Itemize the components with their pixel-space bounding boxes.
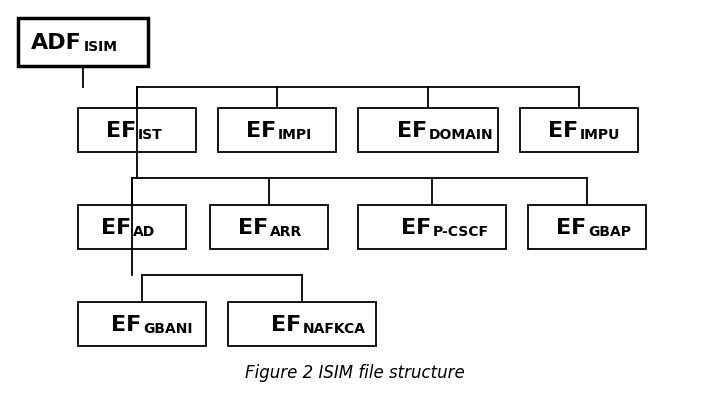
Text: ARR: ARR bbox=[270, 225, 302, 239]
Text: Figure 2 ISIM file structure: Figure 2 ISIM file structure bbox=[245, 364, 465, 382]
Text: EF: EF bbox=[556, 218, 586, 238]
Text: EF: EF bbox=[238, 218, 268, 238]
Text: GBAP: GBAP bbox=[588, 225, 631, 239]
Bar bbox=[218, 108, 336, 152]
Text: EF: EF bbox=[101, 218, 131, 238]
Text: P-CSCF: P-CSCF bbox=[433, 225, 489, 239]
Text: AD: AD bbox=[133, 225, 155, 239]
Bar bbox=[78, 108, 196, 152]
Text: EF: EF bbox=[400, 218, 431, 238]
Text: NAFKCA: NAFKCA bbox=[303, 322, 366, 336]
Text: IMPI: IMPI bbox=[278, 128, 312, 142]
Text: ISIM: ISIM bbox=[84, 40, 118, 54]
Bar bbox=[18, 18, 148, 66]
Bar bbox=[358, 205, 506, 249]
Text: EF: EF bbox=[111, 315, 141, 335]
Text: IMPU: IMPU bbox=[580, 128, 621, 142]
Bar bbox=[520, 108, 638, 152]
Bar bbox=[78, 205, 186, 249]
Text: GBANI: GBANI bbox=[143, 322, 192, 336]
Bar bbox=[228, 302, 376, 346]
Text: IST: IST bbox=[138, 128, 163, 142]
Bar bbox=[358, 108, 498, 152]
Text: EF: EF bbox=[397, 121, 427, 141]
Text: EF: EF bbox=[547, 121, 578, 141]
Text: EF: EF bbox=[271, 315, 301, 335]
Bar bbox=[210, 205, 328, 249]
Text: ADF: ADF bbox=[31, 33, 82, 53]
Bar bbox=[528, 205, 646, 249]
Text: DOMAIN: DOMAIN bbox=[429, 128, 493, 142]
Text: EF: EF bbox=[106, 121, 136, 141]
Bar bbox=[78, 302, 206, 346]
Text: EF: EF bbox=[246, 121, 276, 141]
